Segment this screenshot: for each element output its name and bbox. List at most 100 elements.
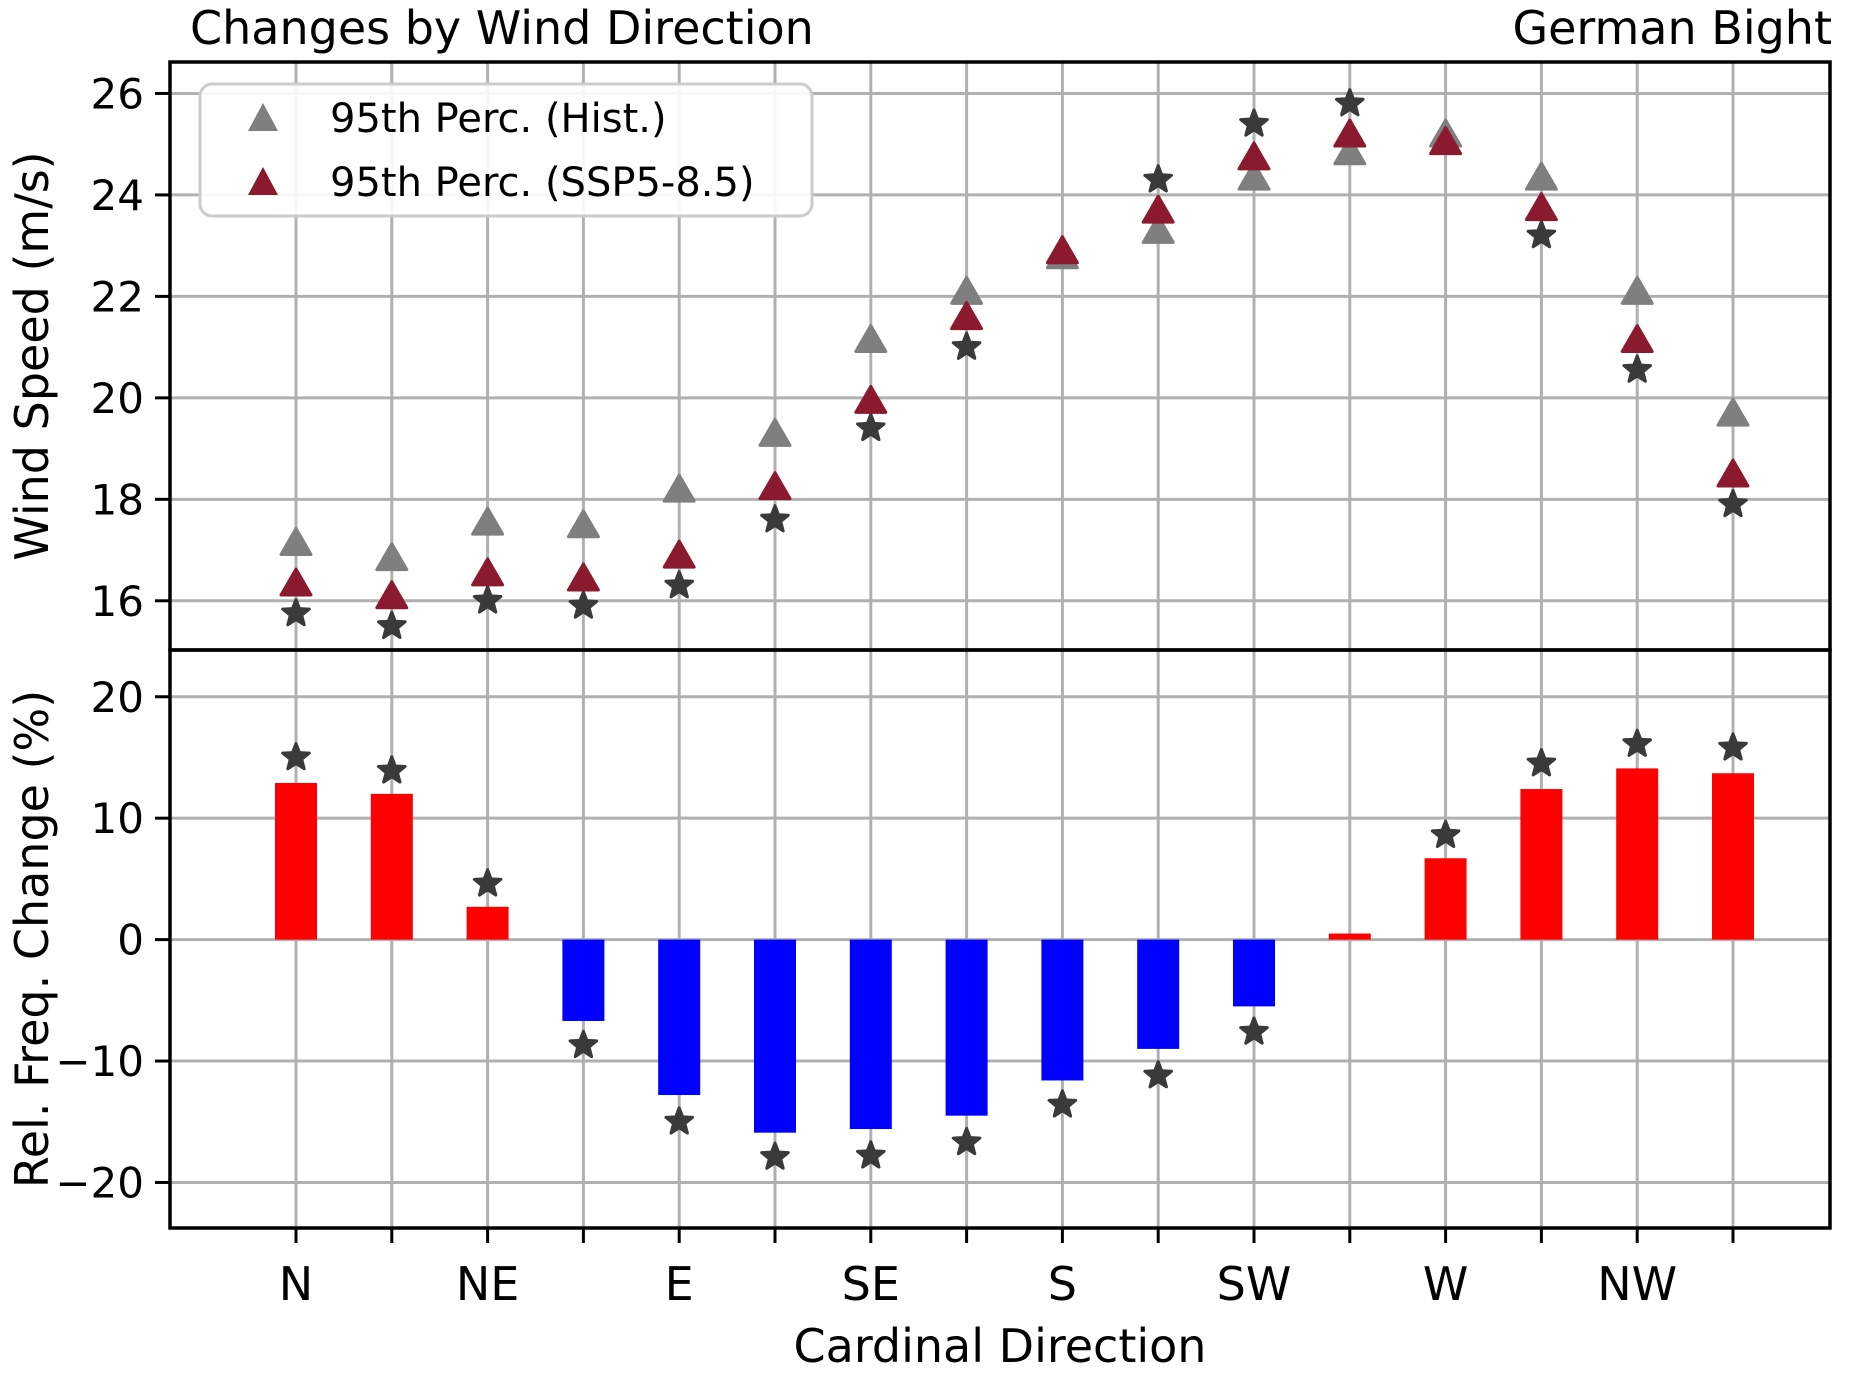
hist-triangle-marker: [281, 528, 311, 554]
hist-triangle-marker: [473, 508, 503, 534]
negative-bar: [658, 940, 700, 1095]
ssp-triangle-marker: [1622, 326, 1652, 352]
star-marker: [1720, 734, 1747, 759]
ssp-triangle-marker: [856, 386, 886, 412]
star-marker: [570, 592, 597, 617]
top-y-axis-label: Wind Speed (m/s): [5, 151, 59, 560]
star-marker: [858, 414, 885, 439]
star-marker: [283, 744, 310, 769]
hist-triangle-marker: [760, 419, 790, 445]
x-tick-label: E: [665, 1257, 694, 1311]
legend: 95th Perc. (Hist.) 95th Perc. (SSP5-8.5): [200, 84, 812, 216]
star-marker: [953, 333, 980, 358]
legend-hist-label: 95th Perc. (Hist.): [330, 96, 667, 142]
x-tick-label: SE: [842, 1257, 900, 1311]
star-marker: [1241, 110, 1268, 135]
positive-bar: [1520, 789, 1562, 940]
hist-triangle-marker: [856, 326, 886, 352]
freq-change-bars: [275, 768, 1754, 1132]
y-tick-label: 18: [91, 475, 144, 524]
y-tick-label: 10: [91, 794, 144, 843]
ssp-triangle-marker: [760, 473, 790, 499]
hist-triangle-marker: [1622, 277, 1652, 303]
ssp-triangle-marker: [473, 559, 503, 585]
y-tick-label: 22: [91, 272, 144, 321]
ssp-triangle-marker: [377, 582, 407, 608]
x-tick-label: N: [279, 1257, 313, 1311]
x-axis-label: Cardinal Direction: [794, 1319, 1207, 1373]
ssp-triangle-marker: [281, 569, 311, 595]
star-marker: [666, 572, 693, 597]
ssp-triangle-marker: [1239, 143, 1269, 169]
negative-bar: [1233, 940, 1275, 1007]
ssp-triangle-marker: [568, 564, 598, 590]
x-tick-label: NE: [456, 1257, 519, 1311]
title-right: German Bight: [1512, 1, 1832, 55]
star-marker: [762, 506, 789, 531]
x-tick-label: SW: [1217, 1257, 1292, 1311]
positive-bar: [1616, 768, 1658, 939]
y-tick-label: −20: [55, 1158, 144, 1207]
positive-bar: [1329, 934, 1371, 940]
axis-ticks-and-labels: 16 18 20 22 24 26 −20 −10 0 10 20 N NE E SE S SW W NW: [55, 69, 1733, 1311]
star-marker: [1241, 1018, 1268, 1043]
star-marker: [474, 587, 501, 612]
star-marker: [1528, 222, 1555, 247]
positive-bar: [371, 794, 413, 940]
star-marker: [1049, 1091, 1076, 1116]
y-tick-label: 26: [91, 69, 144, 118]
ssp-triangle-marker: [1047, 237, 1077, 263]
hist-triangle-marker: [664, 475, 694, 501]
hist-triangle-marker: [377, 544, 407, 570]
positive-bar: [275, 783, 317, 940]
ssp-triangle-marker: [1335, 120, 1365, 146]
y-tick-label: −10: [55, 1037, 144, 1086]
star-marker: [1528, 750, 1555, 775]
x-tick-label: W: [1423, 1257, 1468, 1311]
hist-triangle-marker: [952, 277, 982, 303]
gridlines: [170, 62, 1830, 1228]
negative-bar: [946, 940, 988, 1116]
y-tick-label: 0: [117, 916, 144, 965]
positive-bar: [1425, 858, 1467, 939]
star-marker: [379, 757, 406, 782]
ssp-triangle-marker: [1143, 196, 1173, 222]
star-marker: [1624, 730, 1651, 755]
x-tick-label: S: [1048, 1257, 1077, 1311]
hist-triangle-marker: [568, 511, 598, 537]
star-marker: [666, 1108, 693, 1133]
negative-bar: [1137, 940, 1179, 1049]
negative-bar: [850, 940, 892, 1129]
star-marker: [570, 1031, 597, 1056]
star-marker: [474, 870, 501, 895]
ssp-triangle-marker: [1718, 460, 1748, 486]
bottom-y-axis-label: Rel. Freq. Change (%): [5, 690, 59, 1188]
star-marker: [1432, 821, 1459, 846]
y-tick-label: 24: [91, 171, 144, 220]
negative-bar: [1041, 940, 1083, 1081]
star-marker: [379, 612, 406, 637]
star-marker: [858, 1142, 885, 1167]
star-marker: [1145, 166, 1172, 191]
wind-direction-figure: 16 18 20 22 24 26 −20 −10 0 10 20 N NE E SE S SW W NW Chan…: [0, 0, 1849, 1381]
star-marker: [953, 1128, 980, 1153]
legend-ssp-label: 95th Perc. (SSP5-8.5): [330, 160, 755, 206]
chart-svg: 16 18 20 22 24 26 −20 −10 0 10 20 N NE E SE S SW W NW Chan…: [0, 0, 1849, 1381]
star-marker: [1145, 1062, 1172, 1087]
star-marker: [283, 600, 310, 625]
y-tick-label: 20: [91, 673, 144, 722]
y-tick-label: 20: [91, 374, 144, 423]
hist-triangle-marker: [1718, 399, 1748, 425]
positive-bar: [467, 907, 509, 940]
star-marker: [1624, 356, 1651, 381]
title-left: Changes by Wind Direction: [190, 1, 814, 55]
ssp-triangle-marker: [952, 303, 982, 329]
panel-spines: [170, 62, 1830, 1228]
ssp-triangle-marker: [1526, 194, 1556, 220]
negative-bar: [562, 940, 604, 1021]
x-tick-label: NW: [1597, 1257, 1677, 1311]
star-marker: [1720, 490, 1747, 515]
y-tick-label: 16: [91, 577, 144, 626]
positive-bar: [1712, 773, 1754, 939]
hist-triangle-marker: [1526, 163, 1556, 189]
